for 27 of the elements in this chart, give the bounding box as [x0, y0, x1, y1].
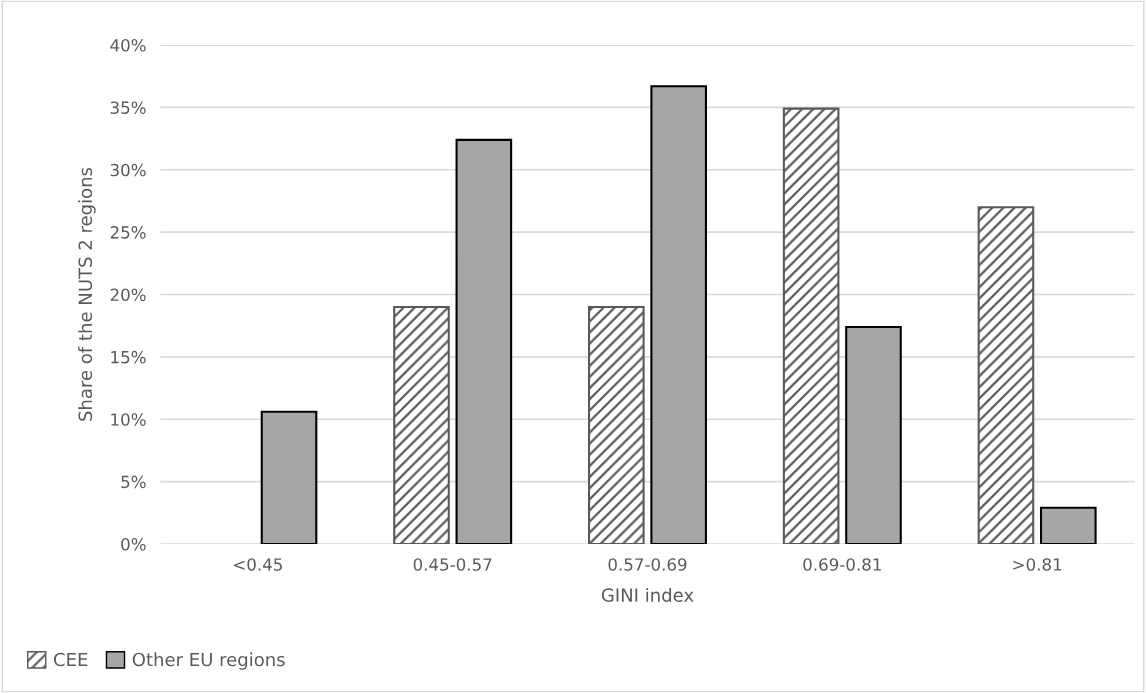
legend-label: Other EU regions: [132, 652, 285, 670]
bar: [1039, 506, 1097, 544]
x-tick-label: <0.45: [234, 558, 282, 571]
bar: [650, 85, 707, 544]
bar: [393, 305, 450, 544]
legend-label: CEE: [54, 652, 88, 667]
y-tick-label: 15%: [111, 350, 146, 364]
x-tick-label: >0.81: [1013, 558, 1062, 571]
y-tick-label: 40%: [110, 39, 146, 52]
bar: [588, 305, 645, 544]
bar: [455, 138, 513, 544]
x-tick-label: 0.45-0.57: [413, 558, 492, 571]
y-axis-title: Share of the NUTS 2 regions: [78, 167, 96, 421]
y-tick-label: 25%: [110, 226, 146, 239]
y-tick-label: 30%: [110, 163, 146, 177]
bar: [977, 206, 1035, 544]
y-tick-label: 35%: [110, 101, 146, 114]
y-tick-label: 0%: [121, 537, 146, 551]
y-tick-label: 10%: [111, 413, 146, 426]
bar: [782, 107, 840, 544]
x-tick-label: 0.57-0.69: [608, 558, 687, 571]
y-tick-label: 20%: [110, 288, 146, 302]
y-tick-label: 5%: [121, 475, 146, 489]
x-axis-title: GINI index: [601, 587, 694, 602]
x-tick-label: 0.69-0.81: [803, 558, 881, 571]
bar: [260, 410, 318, 544]
bar: [845, 325, 902, 544]
